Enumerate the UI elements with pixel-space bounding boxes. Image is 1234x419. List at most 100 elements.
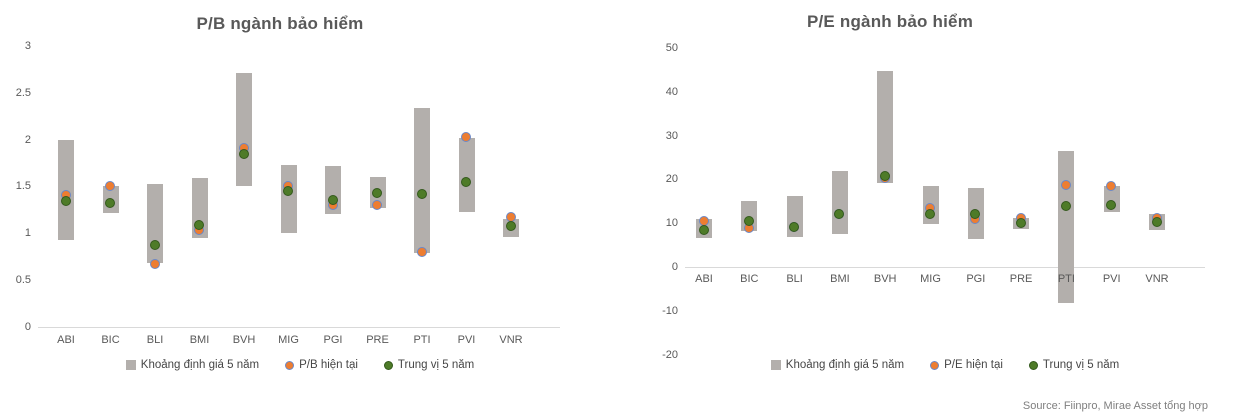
legend-item-current: P/E hiện tại [930,359,1003,371]
median-dot-mig [283,185,293,196]
y-axis-tick-label: 20 [665,173,678,186]
median-dot-pgi [970,208,981,219]
median-dot-bli [149,240,160,250]
median-dot-bmi [834,208,845,219]
y-axis-tick-label: 1 [24,227,31,240]
pb-chart-legend: Khoảng định giá 5 năm P/B hiện tại Trung v… [40,359,560,371]
legend-swatch-current [285,360,295,370]
category-label-bic: BIC [740,273,759,285]
range-bar-pti [414,107,430,253]
category-label-vnr: VNR [1145,273,1169,285]
y-axis-tick-label: 10 [665,217,678,230]
source-note: Source: Fiinpro, Mirae Asset tổng hợp [1022,400,1208,412]
y-axis-tick-label: 0 [671,261,678,273]
category-label-bvh: BVH [873,273,897,285]
median-dot-pti [1060,200,1071,211]
pb-chart-title: P/B ngành bảo hiểm [196,14,364,33]
y-axis-tick-label: 50 [665,41,678,54]
median-dot-pre [372,187,382,198]
legend-swatch-median [383,360,393,370]
legend-label-current: P/E hiện tại [944,359,1003,371]
category-label-vnr: VNR [499,334,523,346]
median-dot-bic [743,216,754,227]
median-dot-pgi [327,195,338,206]
y-axis-tick-label: 3 [24,39,31,52]
pe-chart-title: P/E ngành bảo hiểm [806,12,974,31]
median-dot-bli [789,221,800,232]
legend-item-range: Khoảng định giá 5 năm [770,359,905,371]
legend-swatch-median [1028,360,1038,370]
median-dot-abi [698,225,709,236]
category-label-abi: ABI [57,334,75,346]
legend-item-median: Trung vị 5 năm [1028,359,1120,371]
category-label-pre: PRE [366,334,389,346]
median-dot-pvi [1106,199,1117,210]
category-label-bmi: BMI [189,334,210,346]
current-dot-pti [1060,180,1071,190]
category-label-pvi: PVI [1102,273,1121,285]
y-axis-tick-label: 2 [24,133,31,146]
category-label-pti: PTI [1057,273,1075,285]
range-bar-mig [280,164,297,234]
current-dot-bic [105,180,115,191]
category-label-bli: BLI [146,334,164,346]
category-label-mig: MIG [278,334,299,346]
median-dot-pti [416,189,427,200]
category-label-pre: PRE [1009,273,1033,285]
category-label-bvh: BVH [232,334,256,346]
range-bar-pvi [458,137,475,212]
y-axis-tick-label: 2.5 [15,86,31,99]
category-label-abi: ABI [695,273,713,285]
y-axis-tick-label: 30 [665,129,678,142]
category-label-bli: BLI [786,273,803,285]
legend-item-median: Trung vị 5 năm [383,359,475,371]
legend-item-current: P/B hiện tại [285,359,358,371]
median-dot-vnr [1151,217,1162,228]
current-dot-bli [149,258,160,269]
y-axis-tick-label: 1.5 [15,180,31,193]
range-bar-bvh [877,70,894,183]
legend-item-range: Khoảng định giá 5 năm [125,359,260,371]
y-axis-tick-label: -20 [662,348,678,361]
current-dot-pvi [461,132,471,143]
x-axis-line [685,267,1205,268]
current-dot-pre [372,199,382,210]
range-bar-abi [58,139,74,240]
median-dot-bmi [194,220,204,231]
y-axis-tick-label: -10 [662,304,678,317]
median-dot-pvi [461,177,471,188]
y-axis-tick-label: 0 [24,321,31,333]
current-dot-pti [416,246,427,257]
legend-swatch-range [770,360,781,370]
legend-label-median: Trung vị 5 năm [1042,359,1120,371]
median-dot-vnr [505,221,516,232]
range-bar-bli [147,183,163,264]
y-axis-tick-label: 0.5 [15,274,31,287]
category-label-bmi: BMI [830,273,850,285]
range-bar-bmi [831,171,848,234]
legend-swatch-current [930,360,940,370]
median-dot-bvh [879,171,890,182]
median-dot-mig [925,209,935,220]
category-label-pgi: PGI [323,334,343,346]
median-dot-pre [1015,217,1026,228]
legend-label-range: Khoảng định giá 5 năm [140,359,260,371]
median-dot-abi [60,195,71,206]
legend-label-current: P/B hiện tại [299,359,358,371]
category-label-pgi: PGI [966,273,986,285]
legend-swatch-range [125,360,136,370]
legend-label-median: Trung vị 5 năm [397,359,475,371]
y-axis-tick-label: 40 [665,85,678,98]
x-axis-line [38,327,560,328]
category-label-mig: MIG [920,273,941,285]
range-bar-bvh [236,73,252,187]
pe-chart-legend: Khoảng định giá 5 năm P/E hiện tại Trung v… [685,359,1205,371]
median-dot-bvh [238,149,249,160]
category-label-pti: PTI [413,334,431,346]
current-dot-pvi [1106,180,1117,191]
category-label-pvi: PVI [457,334,476,346]
category-label-bic: BIC [101,334,120,346]
legend-label-range: Khoảng định giá 5 năm [785,359,905,371]
median-dot-bic [105,197,115,208]
